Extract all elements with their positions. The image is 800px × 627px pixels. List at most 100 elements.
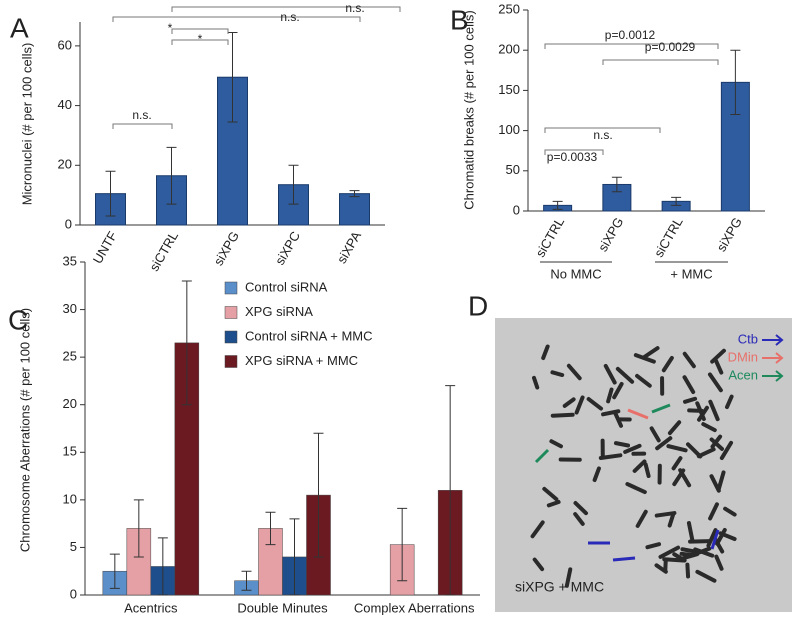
y-tick-label: 10 [63, 491, 77, 506]
y-tick-label: 30 [63, 301, 77, 316]
error-bar [241, 570, 252, 591]
chromosome [530, 520, 545, 539]
error-bar [227, 31, 238, 123]
arrow [710, 529, 720, 550]
chromosome [635, 373, 652, 388]
error-bar [445, 385, 456, 596]
chromosome [695, 569, 717, 583]
y-tick-label: 150 [498, 82, 520, 97]
arrow [762, 370, 784, 382]
y-axis-label: Chromosome Aberrations (# per 100 cells) [17, 308, 32, 552]
chromosome [642, 346, 660, 359]
chromosome [680, 547, 697, 554]
bracket [544, 127, 661, 133]
chromosomes [530, 344, 737, 588]
chromosome [550, 412, 575, 418]
legend-swatch [224, 330, 238, 344]
chromosome [666, 444, 688, 453]
group-label: + MMC [670, 266, 712, 281]
legend-swatch [224, 355, 238, 368]
arrow [762, 334, 784, 346]
panel-label: C [8, 304, 28, 335]
error-bar [313, 432, 324, 558]
chromosome [558, 457, 582, 462]
error-bar [730, 49, 741, 116]
chromosome [719, 440, 734, 461]
chromosome [532, 375, 540, 390]
bracket [544, 43, 719, 49]
chromosome [643, 462, 651, 479]
bracket [112, 123, 173, 129]
chromosome [672, 468, 686, 487]
chromosome [701, 422, 717, 433]
chromosome [682, 351, 696, 369]
legend-label: Ctb [738, 331, 758, 346]
chromosome [672, 552, 687, 563]
chromosome [623, 443, 642, 454]
chromosome [645, 542, 662, 550]
chromosome [708, 399, 720, 422]
y-tick-label: 200 [498, 42, 520, 57]
chromosome [550, 370, 565, 378]
y-tick-label: 20 [63, 396, 77, 411]
chromosome [657, 463, 662, 485]
arrow [534, 448, 550, 464]
error-bar [288, 164, 299, 205]
x-tick-label: siCTRL [533, 215, 568, 260]
y-tick-label: 250 [498, 1, 520, 16]
legend-label: DMin [728, 349, 758, 364]
bracket [171, 39, 229, 45]
x-tick-label: siCTRL [651, 215, 686, 260]
legend-label: XPG siRNA + MMC [245, 353, 358, 368]
y-axis-label: Micronuclei (# per 100 cells) [19, 43, 34, 206]
chromosome [724, 394, 734, 410]
chromosome [654, 511, 677, 518]
chromosome [532, 557, 545, 572]
legend-label: Control siRNA [245, 279, 328, 294]
chromosome [667, 420, 682, 436]
chromosome [723, 506, 737, 517]
y-tick-label: 25 [63, 349, 77, 364]
y-tick-label: 5 [70, 539, 77, 554]
chromosome [655, 436, 673, 451]
chromosome [592, 466, 601, 483]
x-tick-label: siXPG [714, 215, 745, 254]
error-bar [671, 196, 682, 206]
error-bar [181, 280, 192, 406]
chromosome [713, 358, 724, 375]
chromosome [632, 459, 647, 473]
chromosome [574, 395, 585, 415]
error-bar [109, 553, 120, 589]
chromosome [697, 405, 709, 422]
chromosome [660, 376, 665, 396]
annotation: n.s. [593, 128, 612, 142]
chromosome [667, 513, 675, 528]
annotation: n.s. [132, 108, 151, 122]
chromosome [685, 562, 691, 579]
chromosome [683, 396, 698, 404]
error-bar [166, 146, 177, 205]
error-bar [611, 176, 622, 193]
x-tick-label: Acentrics [124, 600, 178, 615]
chromosome [714, 554, 724, 571]
error-bar [133, 499, 144, 558]
legend-swatch [224, 281, 238, 295]
error-bar [105, 170, 116, 217]
y-tick-label: 0 [70, 586, 77, 601]
y-tick-label: 15 [63, 444, 77, 459]
chromosome [573, 501, 589, 516]
arrow [651, 403, 671, 414]
y-tick-label: 0 [65, 216, 72, 231]
chromosome [598, 453, 623, 460]
chromosome [617, 417, 632, 422]
arrow [627, 408, 649, 420]
y-axis-label: Chromatid breaks (# per 100 cells) [461, 10, 476, 209]
panel-label: B [450, 4, 469, 35]
panel-label: D [468, 290, 488, 321]
chromosome [566, 363, 582, 381]
group-label: No MMC [550, 266, 601, 281]
y-tick-label: 20 [58, 157, 72, 172]
bracket [112, 16, 361, 22]
error-bar [349, 190, 360, 198]
chromosome [562, 397, 576, 408]
